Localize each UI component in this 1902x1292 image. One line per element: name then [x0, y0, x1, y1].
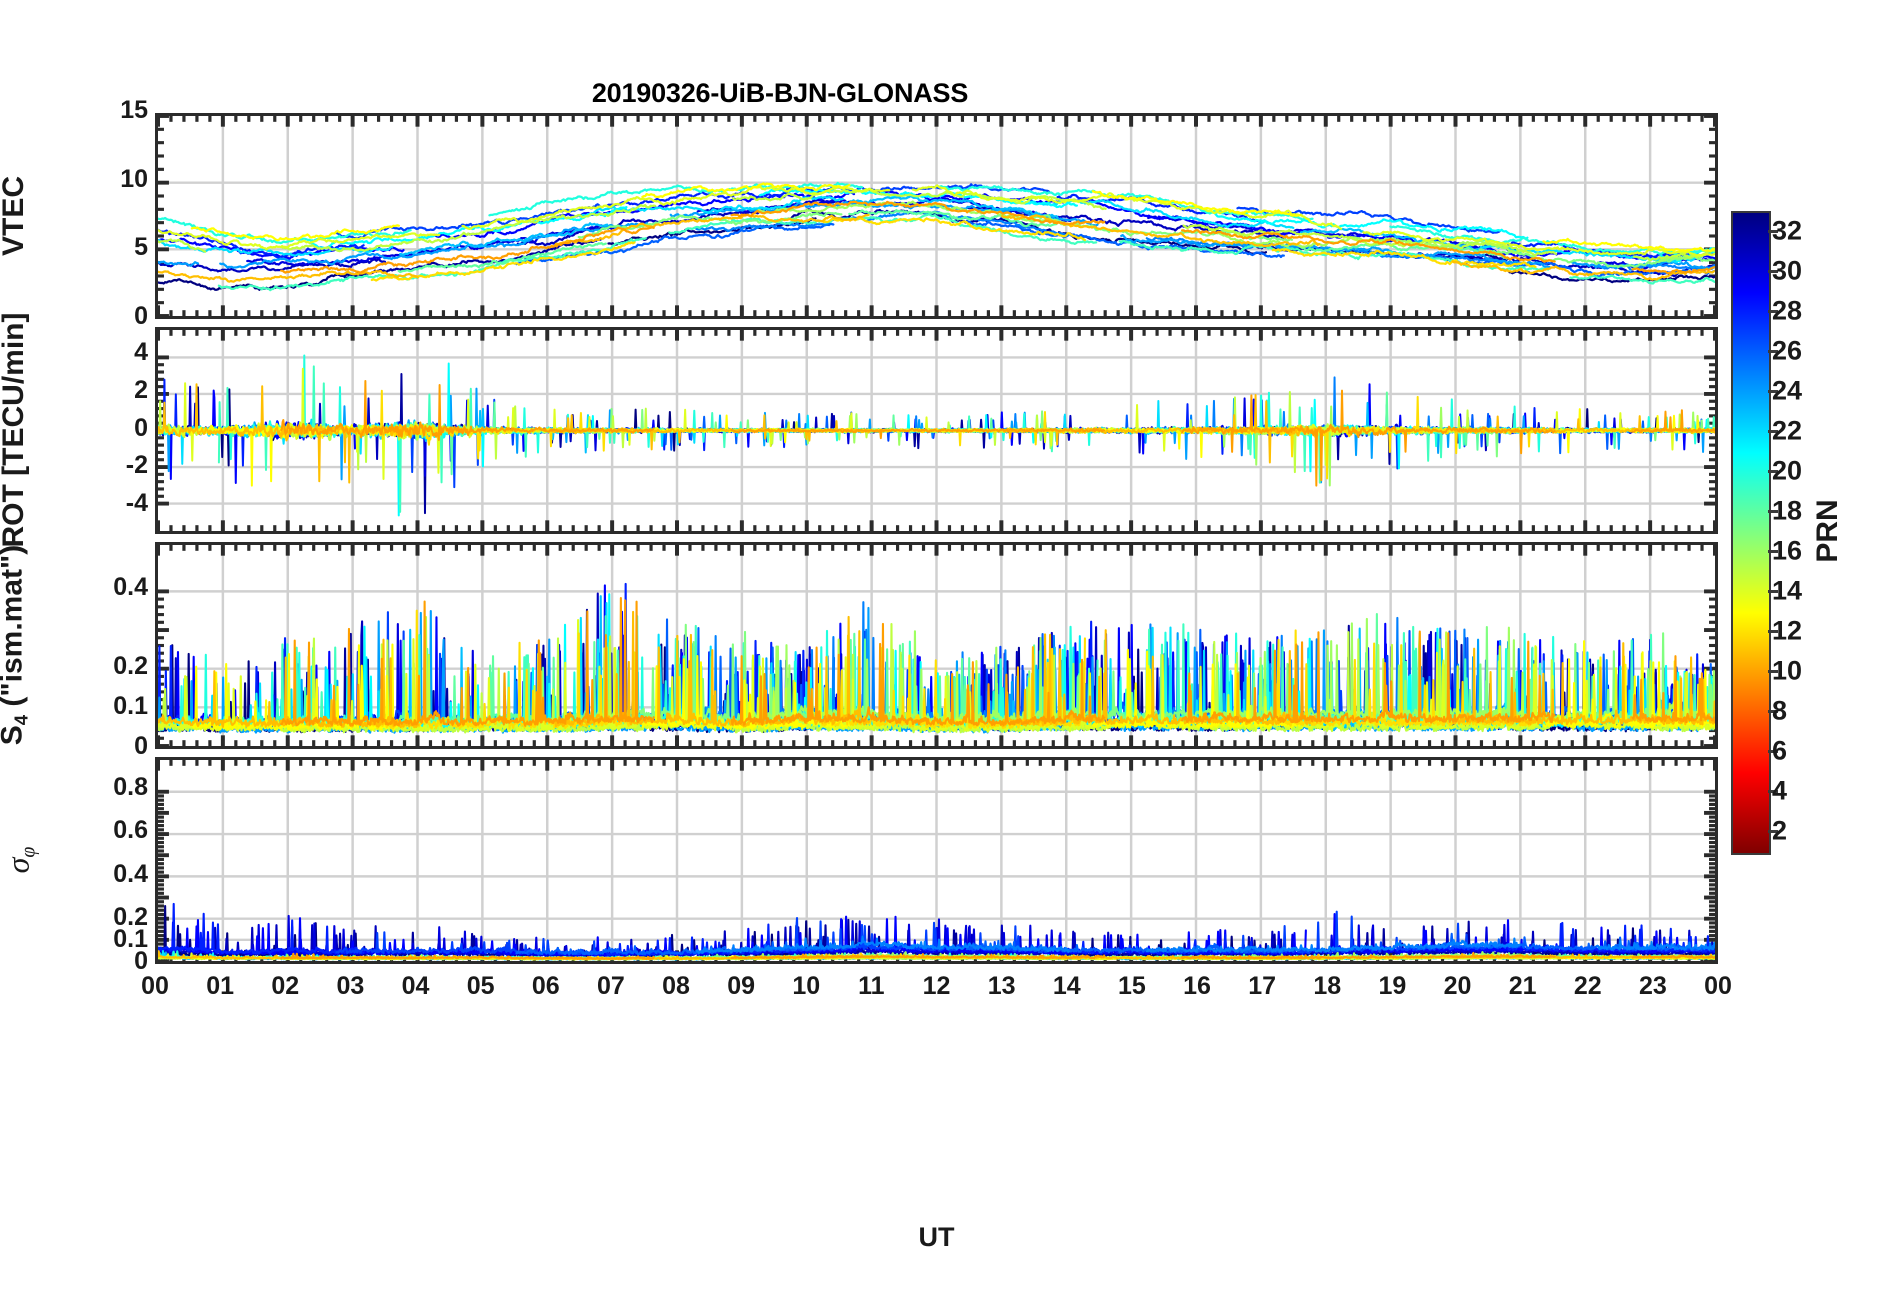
ytick-label-s4: 0.1: [113, 692, 148, 721]
panel-vtec: [155, 113, 1718, 319]
xtick-label: 11: [858, 972, 885, 1000]
xtick-label: 12: [922, 972, 951, 1000]
colorbar-tick-mark: [1768, 390, 1778, 393]
xtick-label: 02: [271, 972, 300, 1000]
colorbar-tick-label: 22: [1772, 415, 1803, 446]
ytick-label-s4: 0.2: [113, 652, 148, 681]
panel-s4: [155, 542, 1718, 749]
colorbar-tick-label: 28: [1772, 295, 1803, 326]
sigma-glyph: σ: [0, 857, 36, 874]
colorbar-tick-mark: [1768, 630, 1778, 633]
xtick-label: 00: [141, 972, 169, 1000]
ytick-label-sigma_phi: 0.1: [113, 925, 148, 954]
colorbar-tick-label: 2: [1772, 815, 1788, 846]
colorbar-tick-label: 20: [1772, 455, 1803, 486]
colorbar-tick-label: 16: [1772, 535, 1803, 566]
colorbar-tick-label: 30: [1772, 255, 1803, 286]
xtick-label: 22: [1573, 972, 1602, 1000]
ytick-label-vtec: 5: [134, 233, 148, 262]
colorbar-tick-mark: [1768, 270, 1778, 273]
xtick-label: 14: [1052, 972, 1081, 1000]
xtick-label: 18: [1313, 972, 1342, 1000]
colorbar-tick-mark: [1768, 830, 1778, 833]
colorbar-tick-mark: [1768, 310, 1778, 313]
xlabel: UT: [918, 1222, 955, 1252]
xtick-label: 01: [206, 972, 235, 1000]
colorbar-tick-mark: [1768, 230, 1778, 233]
ytick-label-sigma_phi: 0.2: [113, 903, 148, 932]
panel-sigma-phi: [155, 757, 1718, 964]
ylabel-s4-text: S4 ("ism.mat"): [0, 544, 32, 746]
xtick-label: 05: [466, 972, 495, 1000]
ytick-label-rot: -4: [125, 488, 148, 517]
colorbar-label: PRN: [1811, 499, 1844, 563]
ytick-label-sigma_phi: 0.4: [113, 859, 148, 888]
colorbar-tick-label: 18: [1772, 495, 1803, 526]
xtick-label: 19: [1378, 972, 1407, 1000]
colorbar-tick-label: 4: [1772, 775, 1788, 806]
colorbar-tick-mark: [1768, 710, 1778, 713]
colorbar-tick-label: 10: [1772, 655, 1803, 686]
colorbar-tick-mark: [1768, 670, 1778, 673]
xtick-label: 03: [336, 972, 365, 1000]
colorbar-tick-label: 8: [1772, 695, 1788, 726]
xtick-label: 23: [1638, 972, 1667, 1000]
colorbar-tick-label: 32: [1772, 215, 1803, 246]
ytick-label-rot: 2: [134, 375, 148, 404]
ytick-label-vtec: 0: [134, 302, 148, 330]
phi-glyph: φ: [17, 846, 40, 858]
xtick-label: 00: [1704, 972, 1732, 1000]
ytick-label-s4: 0: [134, 732, 148, 760]
colorbar-tick-mark: [1768, 350, 1778, 353]
colorbar-tick-mark: [1768, 510, 1778, 513]
ytick-label-rot: 4: [134, 338, 148, 367]
ytick-label-rot: -2: [125, 451, 148, 480]
colorbar-tick-mark: [1768, 590, 1778, 593]
xtick-label: 10: [792, 972, 821, 1000]
xtick-label: 08: [662, 972, 690, 1000]
colorbar-tick-mark: [1768, 470, 1778, 473]
colorbar-tick-label: 6: [1772, 735, 1788, 766]
xtick-label: 06: [531, 972, 560, 1000]
xtick-label: 16: [1183, 972, 1211, 1000]
ytick-label-sigma_phi: 0: [134, 947, 148, 975]
colorbar-tick-label: 12: [1772, 615, 1803, 646]
panel-rot: [155, 327, 1718, 534]
figure-title: 20190326-UiB-BJN-GLONASS: [591, 78, 969, 108]
colorbar-tick-mark: [1768, 550, 1778, 553]
xtick-label: 21: [1508, 972, 1537, 1000]
ylabel-sigma-phi: σφ: [0, 780, 41, 940]
ytick-label-sigma_phi: 0.8: [113, 772, 148, 801]
xtick-label: 20: [1443, 972, 1472, 1000]
ytick-label-rot: 0: [134, 413, 148, 442]
colorbar-tick-mark: [1768, 430, 1778, 433]
colorbar-tick-label: 26: [1772, 335, 1803, 366]
xtick-label: 15: [1117, 972, 1146, 1000]
colorbar-tick-label: 14: [1772, 575, 1803, 606]
xtick-label: 07: [596, 972, 625, 1000]
colorbar-tick-mark: [1768, 790, 1778, 793]
colorbar: [1731, 211, 1771, 855]
xtick-label: 17: [1248, 972, 1277, 1000]
colorbar-tick-label: 24: [1772, 375, 1803, 406]
colorbar-tick-mark: [1768, 750, 1778, 753]
ylabel-s4: S4 ("ism.mat"): [0, 475, 32, 815]
xtick-label: 09: [727, 972, 756, 1000]
ytick-label-s4: 0.4: [113, 572, 148, 601]
xtick-label: 13: [987, 972, 1016, 1000]
ytick-label-vtec: 15: [120, 96, 148, 124]
xtick-label: 04: [401, 972, 430, 1000]
ytick-label-sigma_phi: 0.6: [113, 816, 148, 845]
ytick-label-vtec: 10: [120, 164, 148, 193]
